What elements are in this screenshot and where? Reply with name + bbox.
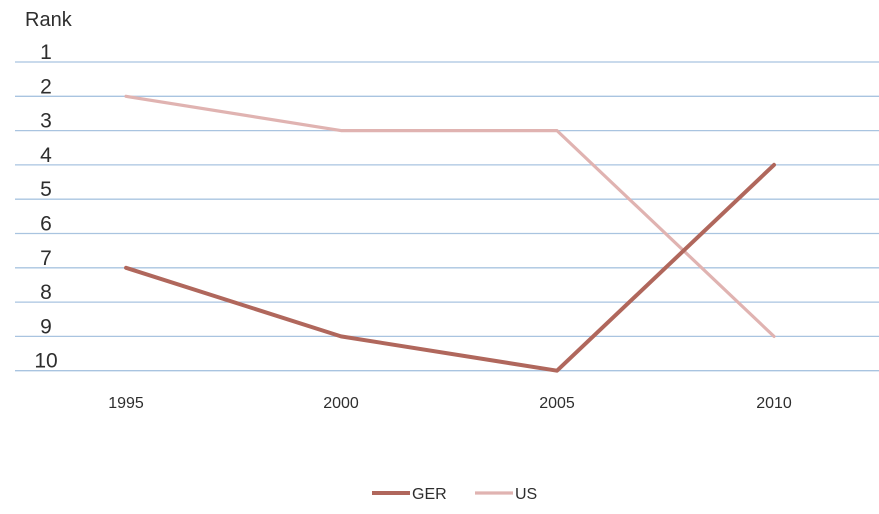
legend: GER US — [372, 486, 537, 503]
x-tick-label: 1995 — [108, 395, 144, 412]
y-tick-label: 10 — [34, 350, 57, 373]
gridlines — [15, 61, 879, 372]
y-tick-label: 2 — [40, 75, 52, 98]
series-lines — [124, 94, 776, 373]
y-tick-label: 4 — [40, 144, 52, 167]
x-tick-label: 2000 — [323, 395, 359, 412]
y-tick-label: 7 — [40, 247, 52, 270]
y-tick-label: 5 — [40, 178, 52, 201]
series-line-ger — [124, 162, 776, 373]
x-axis-ticks: 1995 2000 2005 2010 — [108, 395, 792, 412]
y-axis-label: Rank — [25, 9, 73, 31]
legend-label-us: US — [515, 486, 537, 503]
x-tick-label: 2010 — [756, 395, 792, 412]
y-tick-label: 9 — [40, 315, 52, 338]
x-tick-label: 2005 — [539, 395, 575, 412]
series-line-us — [124, 94, 776, 338]
y-tick-label: 8 — [40, 281, 52, 304]
y-tick-label: 6 — [40, 213, 52, 236]
y-tick-label: 1 — [40, 41, 52, 64]
y-axis-ticks: 1 2 3 4 5 6 7 8 9 10 — [34, 41, 57, 373]
y-tick-label: 3 — [40, 110, 52, 133]
legend-label-ger: GER — [412, 486, 447, 503]
